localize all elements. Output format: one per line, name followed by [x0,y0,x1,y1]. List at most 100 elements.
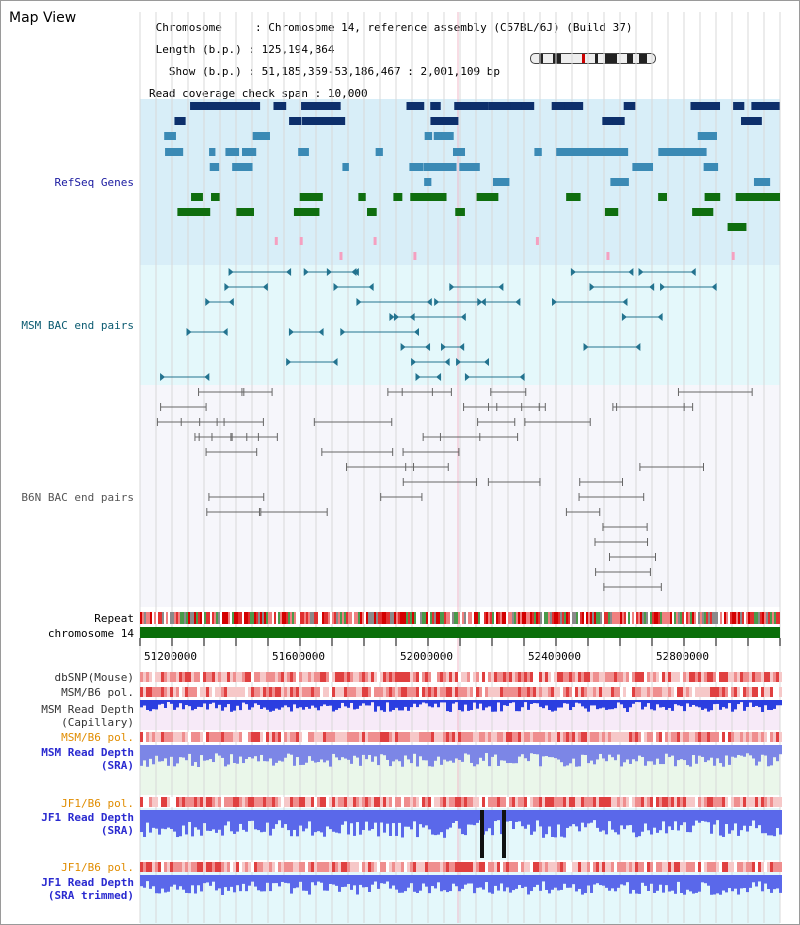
msm-pol-cell [611,732,614,742]
bac-end [515,298,521,306]
repeat-segment [646,612,648,624]
depth-bar [545,700,548,706]
repeat-segment [154,612,156,624]
jf1-pol-cell [731,862,734,872]
track-label-b6n-bac[interactable]: B6N BAC end pairs [21,491,134,504]
track-label-repeat[interactable]: Repeat [94,612,134,625]
msm-pol-cell [623,732,626,742]
repeat-segment [654,612,656,624]
bac-end [519,373,525,381]
msm-pol-cell [170,687,173,697]
msm-pol-cell [734,732,737,742]
jf1-pol-cell [641,797,644,807]
depth-bar [437,700,440,708]
gene-feature [236,208,255,216]
repeat-segment [428,612,430,624]
depth-bar [194,875,197,894]
depth-bar [512,745,515,764]
msm-pol-cell [167,687,170,697]
msm-pol-cell [719,732,722,742]
msm-pol-cell [692,732,695,742]
dbsnp-cell [296,672,299,682]
repeat-segment [352,612,354,624]
depth-bar [701,810,704,821]
depth-bar [677,875,680,882]
dbsnp-cell [671,672,674,682]
track-label-jf1-pol-1[interactable]: JF1/B6 pol. [61,797,134,810]
depth-bar [779,810,782,835]
jf1-pol-cell [755,862,758,872]
dbsnp-cell [608,672,611,682]
track-label-msm-pol-2[interactable]: MSM/B6 pol. [61,731,134,744]
dbsnp-cell [335,672,338,682]
depth-bar [416,745,419,767]
track-label-dbsnp[interactable]: dbSNP(Mouse) [54,671,134,684]
depth-bar [599,810,602,832]
gene-feature [409,163,424,171]
depth-bar [164,700,167,709]
jf1-pol-cell [365,862,368,872]
depth-bar [287,745,290,754]
chromosome-ideogram[interactable] [530,53,656,64]
depth-bar [194,700,197,709]
gene-feature [274,237,278,245]
repeat-segment [190,612,192,624]
gene-feature [424,178,432,186]
depth-bar [602,810,605,831]
msm-pol-cell [212,732,215,742]
depth-bar [590,810,593,823]
repeat-segment [472,612,474,624]
repeat-segment [220,612,222,624]
depth-bar [296,700,299,709]
depth-bar [281,875,284,882]
msm-pol-cell [698,687,701,697]
depth-bar [194,810,197,828]
depth-bar [389,700,392,712]
depth-bar [485,700,488,708]
repeat-segment [158,612,160,624]
repeat-segment [496,612,498,624]
jf1-pol-cell [317,862,320,872]
track-label-msm-depth-capillary[interactable]: MSM Read Depth (Capillary) [41,703,134,729]
depth-bar [176,875,179,890]
jf1-pol-cell [236,862,239,872]
track-label-msm-depth-sra[interactable]: MSM Read Depth (SRA) [41,746,134,772]
track-label-msm-bac[interactable]: MSM BAC end pairs [21,319,134,332]
msm-pol-cell [506,732,509,742]
repeat-segment [468,612,470,624]
depth-bar [410,745,413,764]
repeat-segment [640,612,642,624]
msm-pol-cell [413,732,416,742]
msm-pol-cell [233,687,236,697]
depth-bar [296,745,299,758]
depth-bar [413,875,416,892]
depth-bar [626,875,629,883]
msm-pol-cell [584,687,587,697]
depth-bar [155,700,158,710]
jf1-pol-cell [452,797,455,807]
depth-bar [332,745,335,754]
dbsnp-cell [341,672,344,682]
msm-pol-cell [497,732,500,742]
repeat-segment [478,612,480,624]
repeat-segment [444,612,446,624]
repeat-segment [400,612,402,624]
repeat-segment [254,612,256,624]
depth-bar [554,745,557,759]
jf1-pol-cell [482,797,485,807]
bac-end [303,268,309,276]
bac-end [356,298,362,306]
track-label-jf1-depth-sra[interactable]: JF1 Read Depth (SRA) [41,811,134,837]
track-label-jf1-depth-trimmed[interactable]: JF1 Read Depth (SRA trimmed) [41,876,134,902]
depth-bar [734,745,737,758]
track-label-refseq-genes[interactable]: RefSeq Genes [54,176,134,189]
repeat-segment [702,612,704,624]
jf1-pol-cell [500,862,503,872]
track-label-msm-pol-1[interactable]: MSM/B6 pol. [61,686,134,699]
dbsnp-cell [380,672,383,682]
depth-bar [179,745,182,758]
repeat-segment [596,612,598,624]
track-label-jf1-pol-2[interactable]: JF1/B6 pol. [61,861,134,874]
repeat-segment [148,612,150,624]
